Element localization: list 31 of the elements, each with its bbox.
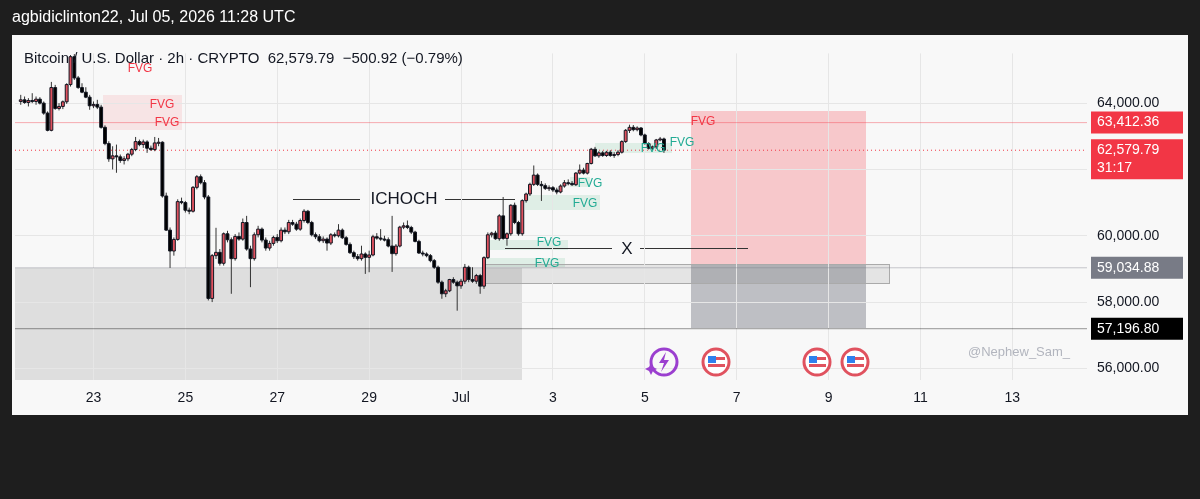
annotation: ICHOCH [370, 189, 438, 209]
x-tick-label: Jul [452, 389, 470, 406]
y-tick-label: 58,000.00 [1097, 292, 1160, 309]
x-tick-label: 29 [361, 389, 378, 406]
text: agbidiclinton22, Jul 05, 2026 11:28 UTC [12, 8, 296, 26]
y-tick-label: 56,000.00 [1097, 359, 1160, 376]
x-tick-label: 9 [824, 389, 833, 406]
annotation: X [621, 239, 633, 259]
ref-line-label: 63,412.36 [1097, 113, 1160, 130]
x-tick-label: 11 [913, 389, 928, 406]
annotation: FVG [572, 196, 598, 210]
annotation: FVG [536, 235, 562, 249]
x-tick-label: 7 [732, 389, 741, 406]
x-tick-label: 25 [177, 389, 194, 406]
x-tick-label: 23 [85, 389, 102, 406]
ref-line-label: 57,196.80 [1097, 319, 1160, 336]
y-tick-label: 60,000.00 [1097, 226, 1160, 243]
ref-line-label: 59,034.88 [1097, 258, 1160, 275]
annotation: FVG [690, 114, 716, 128]
annotation: FVG [149, 97, 175, 111]
annotation: FVG [154, 115, 180, 129]
annotation: FVG [669, 135, 695, 149]
y-tick-label: 64,000.00 [1097, 94, 1160, 110]
x-tick-label: 13 [1004, 389, 1021, 406]
x-tick-label: 5 [640, 389, 649, 406]
annotation: @Nephew_Sam_ [968, 344, 1071, 359]
x-tick-label: 3 [549, 389, 558, 406]
annotation: FVG [534, 256, 560, 270]
ref-line-label: 62,579.79 31:17 [1097, 141, 1160, 176]
x-tick-label: 27 [269, 389, 286, 406]
annotation: FVG [577, 176, 603, 190]
